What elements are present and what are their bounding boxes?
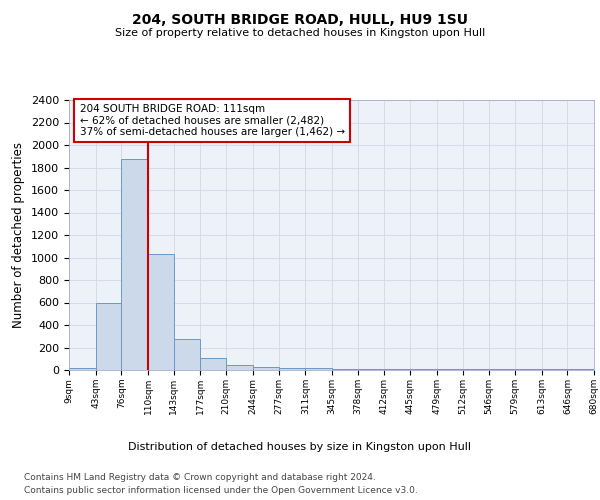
Bar (305, 368, 332, 370)
Bar (174, 338, 200, 370)
Bar (226, 365, 253, 370)
Text: Size of property relative to detached houses in Kingston upon Hull: Size of property relative to detached ho… (115, 28, 485, 38)
Bar (95, 302, 121, 370)
Bar (253, 366, 278, 370)
Bar (69, 368, 95, 370)
Text: Contains public sector information licensed under the Open Government Licence v3: Contains public sector information licen… (24, 486, 418, 495)
Text: 204 SOUTH BRIDGE ROAD: 111sqm
← 62% of detached houses are smaller (2,482)
37% o: 204 SOUTH BRIDGE ROAD: 111sqm ← 62% of d… (79, 104, 344, 137)
Bar (200, 358, 226, 370)
Y-axis label: Number of detached properties: Number of detached properties (13, 142, 25, 328)
Bar (121, 158, 148, 370)
Text: Contains HM Land Registry data © Crown copyright and database right 2024.: Contains HM Land Registry data © Crown c… (24, 472, 376, 482)
Text: 204, SOUTH BRIDGE ROAD, HULL, HU9 1SU: 204, SOUTH BRIDGE ROAD, HULL, HU9 1SU (132, 12, 468, 26)
Text: Distribution of detached houses by size in Kingston upon Hull: Distribution of detached houses by size … (128, 442, 472, 452)
Bar (148, 254, 174, 370)
Bar (278, 368, 305, 370)
